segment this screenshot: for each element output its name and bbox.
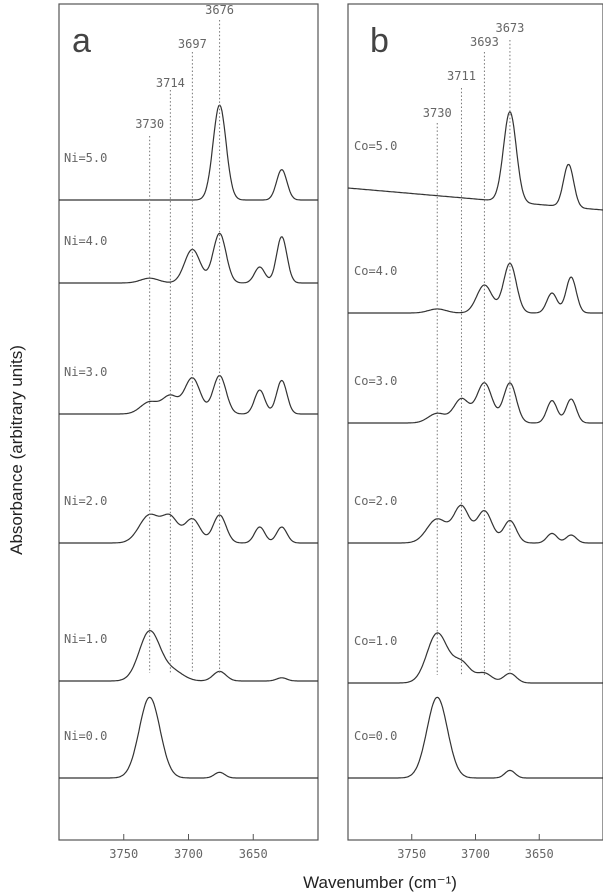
spectrum-line — [348, 632, 603, 684]
curve-label: Co=3.0 — [354, 374, 397, 388]
panel-letter: a — [72, 22, 91, 60]
x-tick-label: 3650 — [239, 847, 268, 861]
spectrum-line — [59, 696, 318, 779]
curve-label: Ni=4.0 — [64, 234, 107, 248]
spectrum-line — [348, 382, 603, 424]
plot-frame — [58, 3, 319, 841]
spectrum-line — [348, 262, 603, 314]
y-axis-title: Absorbance (arbitrary units) — [7, 345, 26, 555]
peak-label: 3676 — [205, 3, 234, 17]
curve-label: Co=0.0 — [354, 729, 397, 743]
spectrum-line — [59, 104, 318, 201]
curve-label: Ni=1.0 — [64, 632, 107, 646]
peak-label: 3730 — [135, 117, 164, 131]
curve-label: Co=4.0 — [354, 264, 397, 278]
curve-label: Ni=0.0 — [64, 729, 107, 743]
curve-label: Ni=3.0 — [64, 365, 107, 379]
spectrum-line — [348, 696, 603, 779]
spectrum-line — [348, 504, 603, 544]
peak-label: 3711 — [447, 69, 476, 83]
peak-label: 3730 — [423, 106, 452, 120]
peak-label: 3673 — [495, 21, 524, 35]
x-axis-title: Wavenumber (cm⁻¹) — [303, 873, 457, 892]
x-tick-label: 3750 — [397, 847, 426, 861]
peak-label: 3714 — [156, 76, 185, 90]
spectrum-line — [59, 629, 318, 682]
spectrum-line — [347, 111, 603, 211]
curve-label: Co=1.0 — [354, 634, 397, 648]
spectrum-line — [59, 232, 318, 284]
x-tick-label: 3700 — [461, 847, 490, 861]
x-tick-label: 3700 — [174, 847, 203, 861]
plot-frame — [347, 3, 603, 841]
panel-letter: b — [370, 22, 389, 60]
panel-b: b 3750 3700 3650 Co=5.0 Co=4.0 Co=3.0 Co=2.0 Co=… — [347, 3, 603, 861]
peak-label: 3697 — [178, 37, 207, 51]
panel-a: a 3750 3700 3650 Ni=5.0 Ni=4.0 Ni=3.0 Ni=2.0 Ni=… — [58, 3, 319, 861]
spectrum-line — [59, 374, 318, 415]
peak-label: 3693 — [470, 35, 499, 49]
curve-label: Co=5.0 — [354, 139, 397, 153]
curve-label: Ni=5.0 — [64, 151, 107, 165]
x-tick-label: 3650 — [525, 847, 554, 861]
curve-label: Co=2.0 — [354, 494, 397, 508]
curve-label: Ni=2.0 — [64, 494, 107, 508]
x-tick-label: 3750 — [109, 847, 138, 861]
spectrum-line — [59, 513, 318, 544]
